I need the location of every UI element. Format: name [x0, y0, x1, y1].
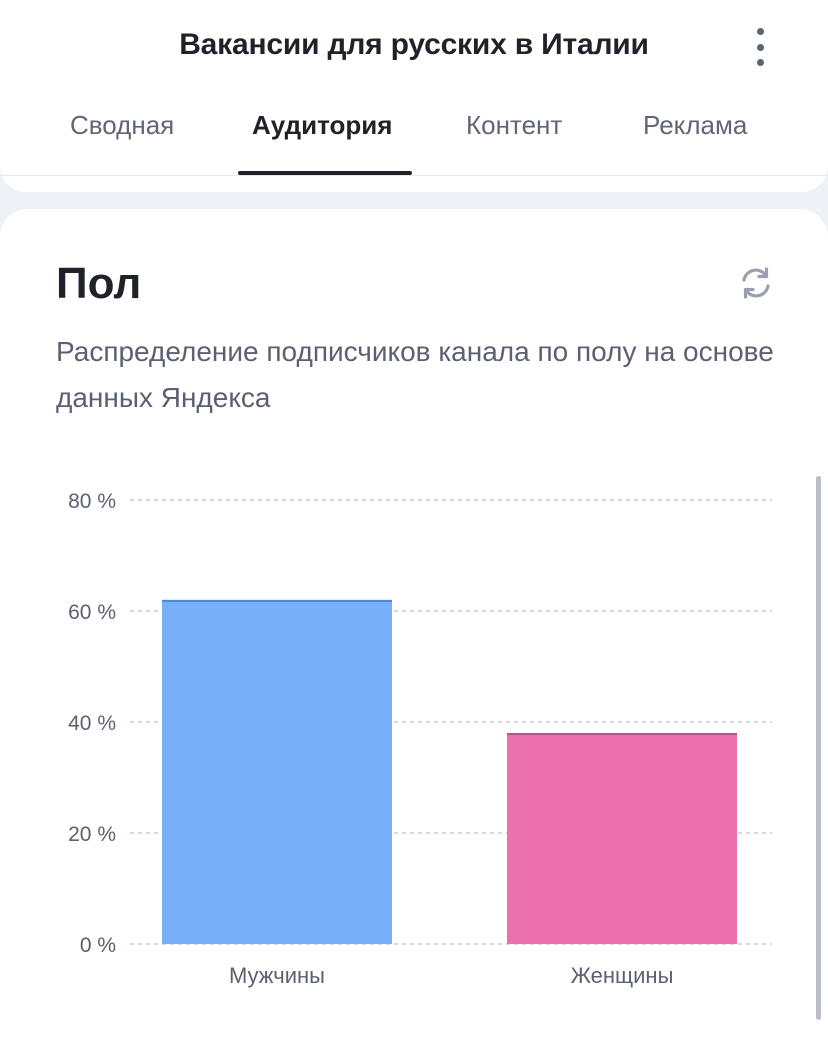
- bar-top-edge: [162, 599, 392, 602]
- menu-dot: [756, 28, 764, 35]
- scrollbar[interactable]: [816, 476, 821, 1020]
- bar-top-edge: [507, 733, 737, 736]
- y-tick-label: 40 %: [68, 712, 116, 735]
- bar-female: [507, 733, 737, 944]
- menu-dot: [756, 59, 764, 66]
- tab-ads[interactable]: Реклама: [643, 110, 748, 140]
- gender-card: Пол Распределение подписчиков канала по …: [0, 209, 828, 1039]
- y-tick-label: 60 %: [68, 601, 116, 624]
- y-tick-label: 20 %: [68, 823, 116, 846]
- app-header: Вакансии для русских в Италии Сводная Ау…: [0, 0, 828, 192]
- x-category-label: Женщины: [571, 963, 674, 988]
- refresh-icon[interactable]: [738, 265, 774, 301]
- header-divider: [0, 175, 828, 176]
- card-title: Пол: [56, 259, 142, 308]
- tab-bar: Сводная Аудитория Контент Реклама: [0, 100, 828, 176]
- y-tick-label: 0 %: [80, 934, 116, 957]
- tab-summary[interactable]: Сводная: [70, 110, 175, 140]
- channel-title: Вакансии для русских в Италии: [179, 28, 649, 61]
- tab-audience[interactable]: Аудитория: [252, 110, 393, 140]
- y-tick-label: 80 %: [68, 490, 116, 513]
- menu-dot: [756, 43, 764, 51]
- tab-content[interactable]: Контент: [466, 110, 563, 140]
- bar-male: [162, 599, 392, 944]
- card-subtitle: Распределение подписчиков канала по полу…: [56, 336, 774, 413]
- x-category-label: Мужчины: [229, 963, 325, 988]
- active-tab-indicator: [238, 171, 412, 175]
- more-vertical-icon[interactable]: [740, 24, 780, 70]
